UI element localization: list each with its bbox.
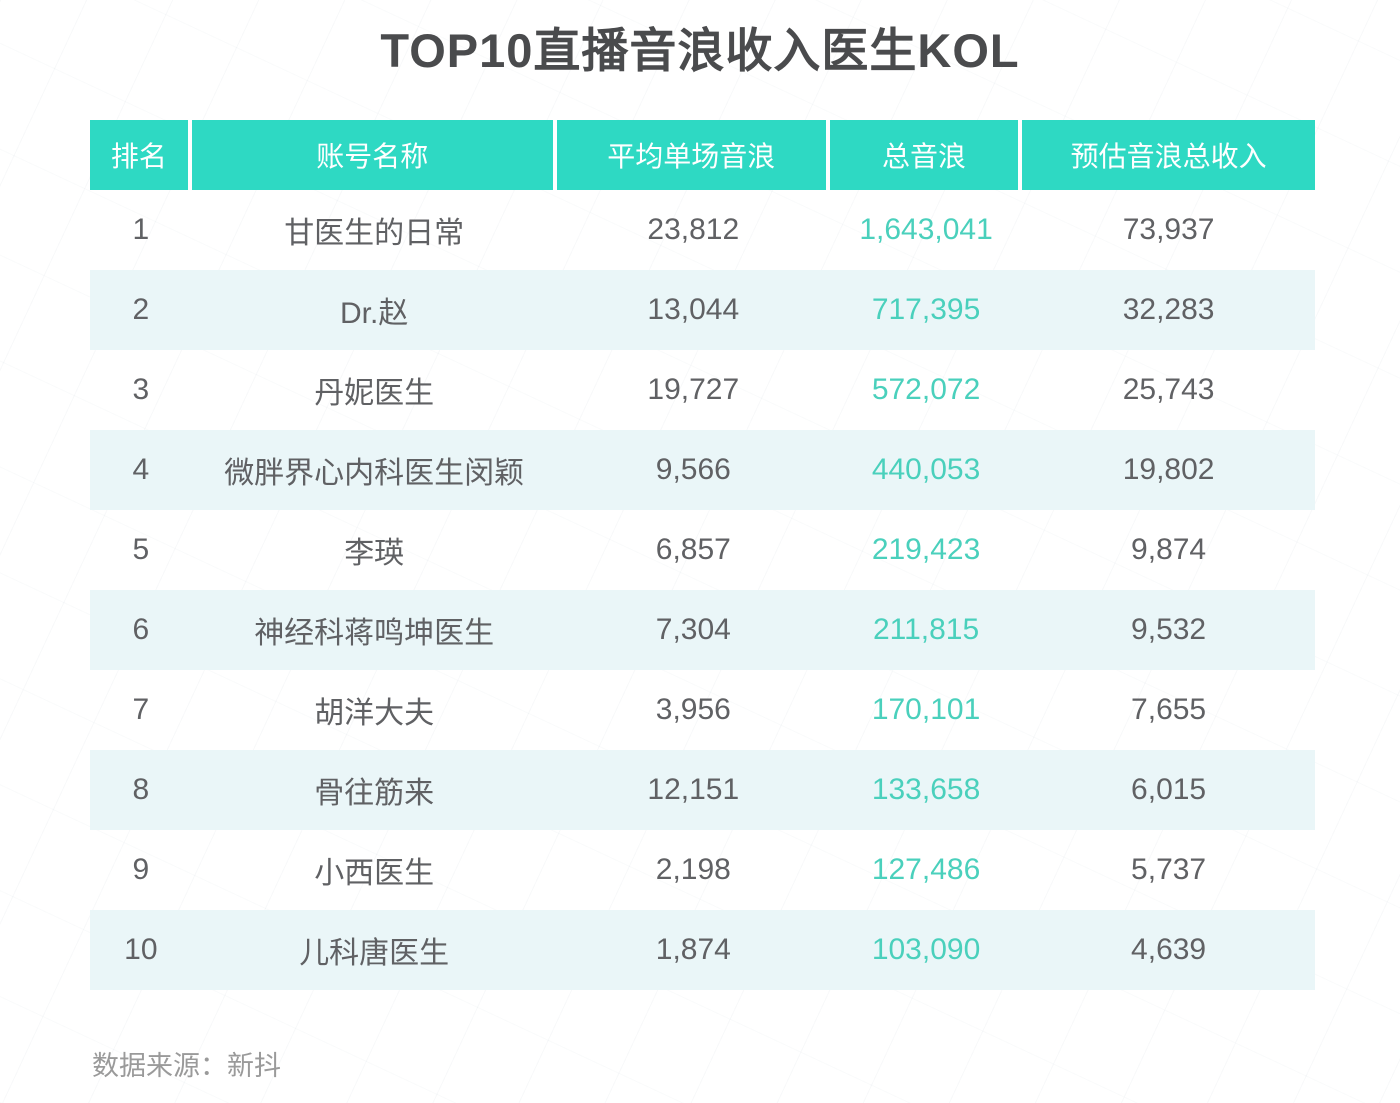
estimated-income-cell: 9,874 xyxy=(1131,533,1207,566)
total-cell: 127,486 xyxy=(871,853,981,886)
estimated-income-cell: 5,737 xyxy=(1131,853,1207,886)
estimated-income-cell: 6,015 xyxy=(1131,773,1207,806)
total-cell: 170,101 xyxy=(871,693,981,726)
estimated-income-cell: 4,639 xyxy=(1131,933,1207,966)
table-row: 3 丹妮医生 19,727 572,072 25,743 xyxy=(90,350,1315,430)
estimated-income-cell: 73,937 xyxy=(1122,213,1215,246)
estimated-income-cell: 9,532 xyxy=(1131,613,1207,646)
table-row: 4 微胖界心内科医生闵颖 9,566 440,053 19,802 xyxy=(90,430,1315,510)
table-header-row: 排名 账号名称 平均单场音浪 总音浪 预估音浪总收入 xyxy=(90,120,1315,190)
account-name-cell: 儿科唐医生 xyxy=(299,937,450,970)
table-row: 5 李瑛 6,857 219,423 9,874 xyxy=(90,510,1315,590)
rank-cell: 6 xyxy=(132,613,150,646)
rank-cell: 1 xyxy=(132,213,150,246)
avg-per-show-cell: 19,727 xyxy=(647,373,740,406)
total-cell: 103,090 xyxy=(871,933,981,966)
rank-cell: 10 xyxy=(124,933,158,966)
avg-per-show-cell: 3,956 xyxy=(655,693,731,726)
rank-cell: 8 xyxy=(132,773,150,806)
account-name-cell: 小西医生 xyxy=(314,857,435,890)
table-row: 8 骨往筋来 12,151 133,658 6,015 xyxy=(90,750,1315,830)
account-name-cell: Dr.赵 xyxy=(340,297,409,330)
total-cell: 440,053 xyxy=(871,453,981,486)
total-cell: 133,658 xyxy=(871,773,981,806)
total-cell: 1,643,041 xyxy=(859,213,993,246)
rank-cell: 5 xyxy=(132,533,150,566)
kol-ranking-table: 排名 账号名称 平均单场音浪 总音浪 预估音浪总收入 1 甘医生的日常 23,8… xyxy=(90,120,1315,990)
account-name-cell: 丹妮医生 xyxy=(314,377,435,410)
header-account-name: 账号名称 xyxy=(191,120,557,190)
rank-cell: 9 xyxy=(132,853,150,886)
account-name-cell: 神经科蒋鸣坤医生 xyxy=(254,617,495,650)
rank-cell: 4 xyxy=(132,453,150,486)
header-estimated-income: 预估音浪总收入 xyxy=(1022,120,1315,190)
account-name-cell: 李瑛 xyxy=(344,537,405,570)
account-name-cell: 胡洋大夫 xyxy=(314,697,435,730)
table-row: 1 甘医生的日常 23,812 1,643,041 73,937 xyxy=(90,190,1315,270)
avg-per-show-cell: 9,566 xyxy=(655,453,731,486)
data-source-label: 数据来源：新抖 xyxy=(92,1051,281,1081)
table-row: 6 神经科蒋鸣坤医生 7,304 211,815 9,532 xyxy=(90,590,1315,670)
avg-per-show-cell: 2,198 xyxy=(655,853,731,886)
account-name-cell: 甘医生的日常 xyxy=(284,217,465,250)
estimated-income-cell: 19,802 xyxy=(1122,453,1215,486)
total-cell: 211,815 xyxy=(872,613,980,646)
estimated-income-cell: 25,743 xyxy=(1122,373,1215,406)
total-cell: 219,423 xyxy=(871,533,981,566)
avg-per-show-cell: 12,151 xyxy=(647,773,740,806)
page-title: TOP10直播音浪收入医生KOL xyxy=(380,24,1020,77)
rank-cell: 3 xyxy=(132,373,150,406)
avg-per-show-cell: 23,812 xyxy=(647,213,740,246)
avg-per-show-cell: 1,874 xyxy=(655,933,731,966)
header-avg-per-show: 平均单场音浪 xyxy=(556,120,830,190)
table-row: 9 小西医生 2,198 127,486 5,737 xyxy=(90,830,1315,910)
header-rank: 排名 xyxy=(90,120,192,190)
total-cell: 572,072 xyxy=(871,373,981,406)
table-row: 2 Dr.赵 13,044 717,395 32,283 xyxy=(90,270,1315,350)
estimated-income-cell: 7,655 xyxy=(1131,693,1207,726)
avg-per-show-cell: 6,857 xyxy=(655,533,731,566)
rank-cell: 2 xyxy=(132,293,150,326)
total-cell: 717,395 xyxy=(871,293,981,326)
rank-cell: 7 xyxy=(132,693,150,726)
table-row: 10 儿科唐医生 1,874 103,090 4,639 xyxy=(90,910,1315,990)
avg-per-show-cell: 7,304 xyxy=(655,613,731,646)
avg-per-show-cell: 13,044 xyxy=(647,293,740,326)
table-row: 7 胡洋大夫 3,956 170,101 7,655 xyxy=(90,670,1315,750)
account-name-cell: 微胖界心内科医生闵颖 xyxy=(224,457,525,490)
header-total: 总音浪 xyxy=(829,120,1023,190)
estimated-income-cell: 32,283 xyxy=(1122,293,1215,326)
account-name-cell: 骨往筋来 xyxy=(314,777,435,810)
